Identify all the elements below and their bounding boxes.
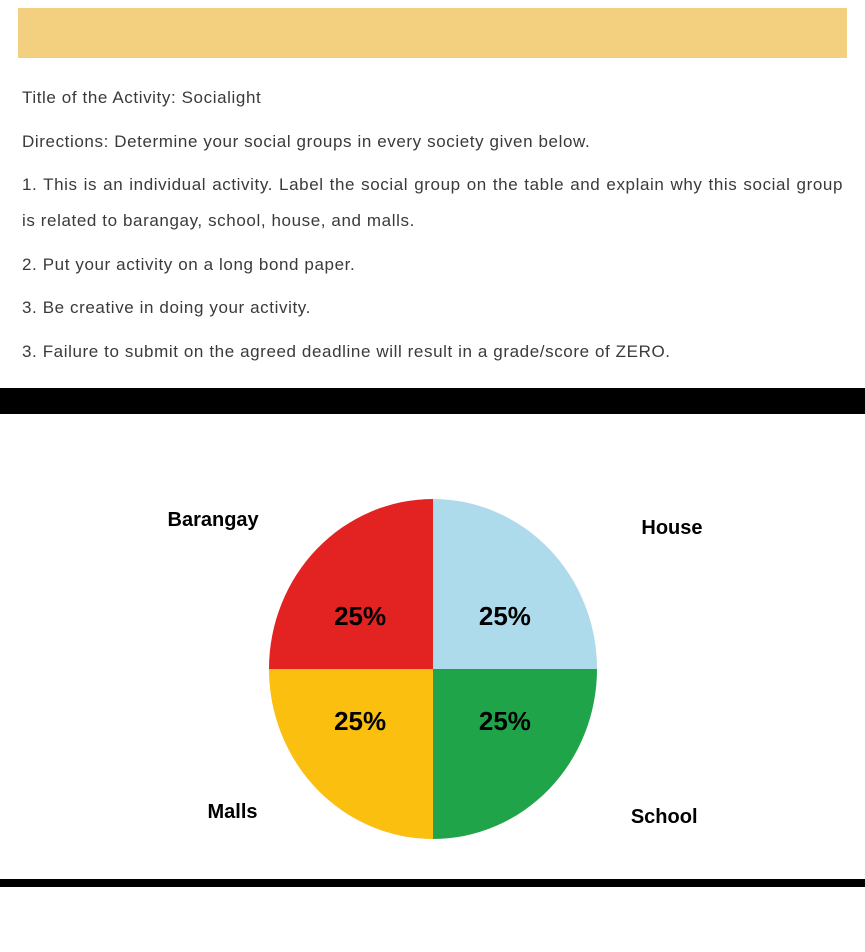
header-band xyxy=(18,8,847,58)
pie-label-malls: Malls xyxy=(208,801,258,824)
directions-line: Directions: Determine your social groups… xyxy=(22,124,843,160)
pie-slice-house xyxy=(433,499,597,669)
pie-body: 25% 25% 25% 25% xyxy=(269,499,597,839)
instruction-3: 3. Be creative in doing your activity. xyxy=(22,290,843,326)
pie-pct-malls: 25% xyxy=(334,706,386,737)
divider-bar-bottom xyxy=(0,879,865,887)
activity-title: Title of the Activity: Socialight xyxy=(22,80,843,116)
document-body: Title of the Activity: Socialight Direct… xyxy=(0,58,865,370)
instruction-2: 2. Put your activity on a long bond pape… xyxy=(22,247,843,283)
pie-label-school: School xyxy=(631,806,698,829)
pie-label-barangay: Barangay xyxy=(168,509,259,532)
pie-slice-malls xyxy=(269,669,433,839)
pie-chart-container: 25% 25% 25% 25% Barangay House Malls Sch… xyxy=(0,414,865,879)
instruction-1: 1. This is an individual activity. Label… xyxy=(22,167,843,238)
pie-label-house: House xyxy=(641,517,702,540)
pie-pct-barangay: 25% xyxy=(334,601,386,632)
instruction-4: 3. Failure to submit on the agreed deadl… xyxy=(22,334,843,370)
pie-slice-school xyxy=(433,669,597,839)
pie-slice-barangay xyxy=(269,499,433,669)
pie-pct-school: 25% xyxy=(479,706,531,737)
pie-pct-house: 25% xyxy=(479,601,531,632)
divider-bar-top xyxy=(0,388,865,414)
pie-chart: 25% 25% 25% 25% Barangay House Malls Sch… xyxy=(153,469,713,869)
